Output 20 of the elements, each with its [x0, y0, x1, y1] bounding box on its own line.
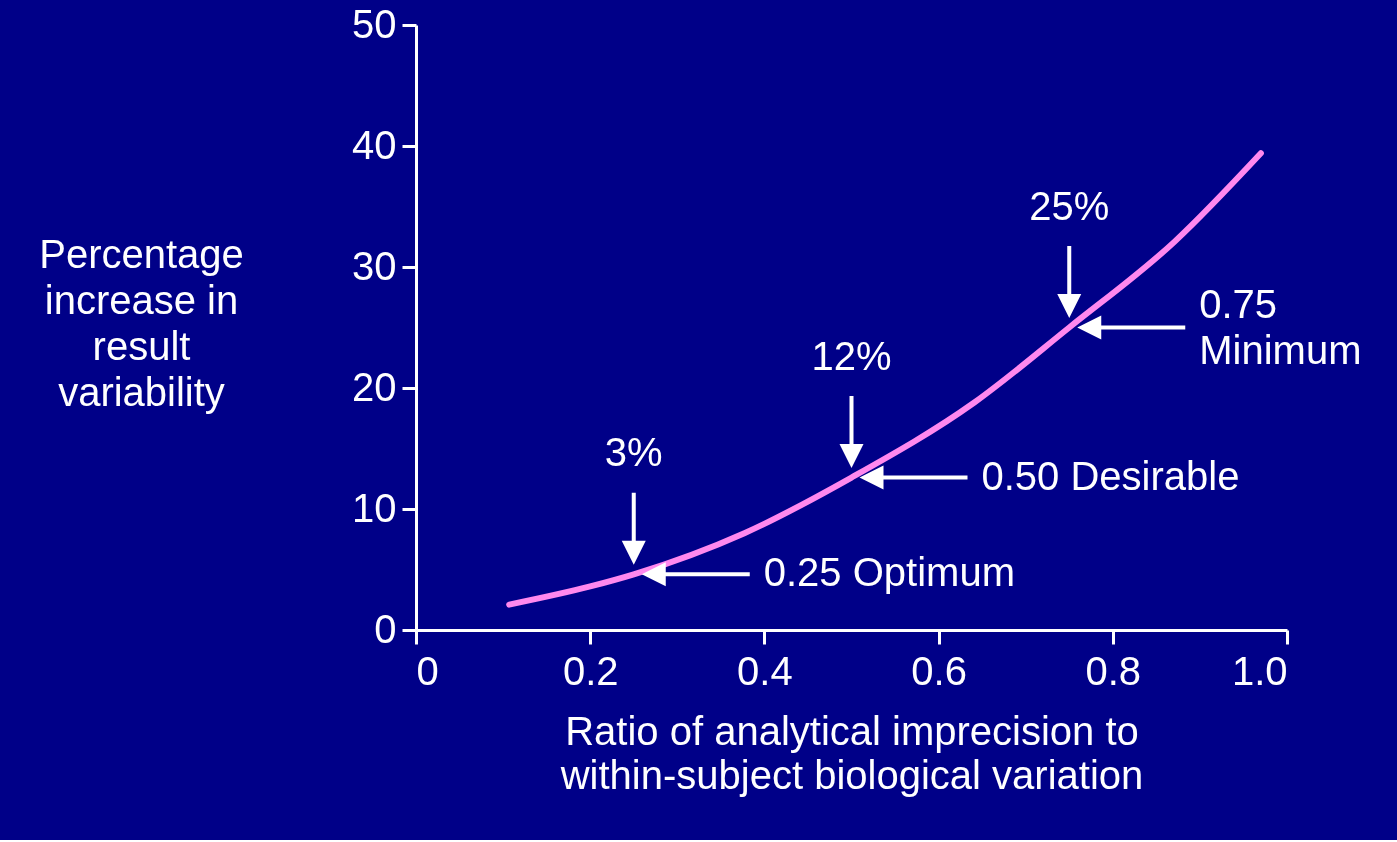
x-tick-label: 0	[416, 648, 439, 693]
y-tick-label: 40	[352, 122, 397, 167]
x-axis-title: Ratio of analytical imprecision to within-subject biological variation	[559, 708, 1144, 797]
x-tick-label: 0.6	[911, 648, 967, 693]
y-tick-label: 20	[352, 364, 397, 409]
x-tick-label: 0.4	[737, 648, 793, 693]
annotation: 0.50 Desirable	[981, 453, 1240, 498]
y-tick-label: 30	[352, 243, 397, 288]
y-tick-label: 10	[352, 485, 397, 530]
annotation: 25%	[1029, 183, 1110, 228]
annotation: 0.75 Minimum	[1199, 281, 1362, 372]
y-tick-label: 0	[374, 606, 397, 651]
x-tick-label: 1.0	[1231, 648, 1288, 693]
annotation: 12%	[811, 333, 892, 378]
annotation: 0.25 Optimum	[763, 550, 1015, 595]
y-tick-label: 50	[352, 1, 397, 46]
x-tick-label: 0.2	[562, 648, 619, 693]
annotation: 3%	[604, 430, 663, 475]
x-tick-label: 0.8	[1085, 648, 1142, 693]
y-axis-title: Percentage increase in result variability	[39, 231, 244, 414]
